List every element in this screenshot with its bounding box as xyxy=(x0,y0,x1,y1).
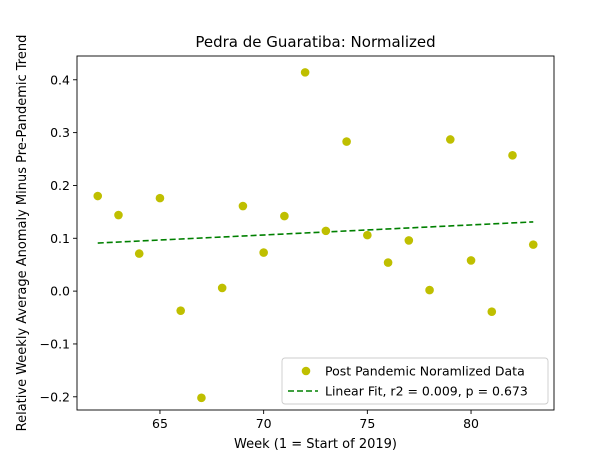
data-point xyxy=(342,137,351,146)
x-tick-label: 80 xyxy=(463,416,479,431)
data-point xyxy=(383,258,393,267)
y-tick-label: 0.0 xyxy=(50,284,70,299)
data-point xyxy=(425,285,434,295)
axes-frame xyxy=(76,55,555,411)
data-point xyxy=(238,201,248,211)
x-tick-label: 65 xyxy=(152,416,168,431)
data-point xyxy=(197,393,206,403)
data-point xyxy=(114,210,123,220)
legend-label-data: Post Pandemic Noramlized Data xyxy=(325,364,525,379)
data-point xyxy=(259,248,268,257)
chart-title: Pedra de Guaratiba: Normalized xyxy=(195,33,435,51)
data-point xyxy=(217,283,227,293)
data-point xyxy=(321,226,331,236)
data-point xyxy=(363,230,372,240)
y-tick-label: 0.2 xyxy=(50,178,70,193)
x-axis-ticks: 65 70 75 80 xyxy=(152,410,479,431)
legend: Post Pandemic Noramlized Data Linear Fit… xyxy=(281,357,549,405)
data-point xyxy=(528,240,538,249)
data-point xyxy=(134,249,144,258)
plot-marks xyxy=(93,68,538,403)
data-point xyxy=(508,151,517,160)
legend-label-fit: Linear Fit, r2 = 0.009, p = 0.673 xyxy=(325,384,528,399)
data-point xyxy=(155,193,165,203)
y-tick-label: 0.4 xyxy=(50,72,70,87)
legend-box xyxy=(281,357,549,405)
data-point xyxy=(446,135,455,144)
data-point xyxy=(404,236,414,245)
data-point xyxy=(93,191,103,201)
legend-marker-data xyxy=(301,366,311,376)
fit-line xyxy=(97,221,534,244)
x-axis-label: Week (1 = Start of 2019) xyxy=(234,437,397,452)
y-tick-label: 0.3 xyxy=(50,125,70,140)
y-tick-label: −0.1 xyxy=(40,336,70,351)
y-tick-label: 0.1 xyxy=(50,231,70,246)
x-tick-label: 75 xyxy=(359,416,375,431)
y-axis-ticks: −0.2 −0.1 0.0 0.1 0.2 0.3 0.4 xyxy=(40,72,77,404)
data-point xyxy=(300,68,310,77)
y-tick-label: −0.2 xyxy=(40,389,70,404)
x-tick-label: 70 xyxy=(256,416,272,431)
data-point xyxy=(466,256,476,265)
y-axis-label: Relative Weekly Average Anomaly Minus Pr… xyxy=(15,35,30,432)
data-point xyxy=(487,307,497,317)
data-point xyxy=(176,306,185,315)
data-point xyxy=(280,211,289,221)
